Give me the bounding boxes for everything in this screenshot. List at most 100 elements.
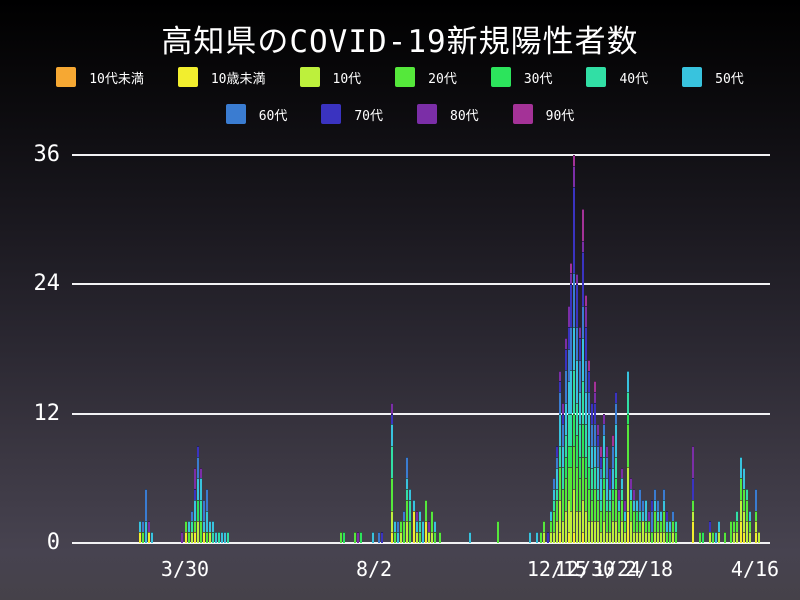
bar-segment (585, 295, 587, 306)
legend-item-4[interactable]: 30代 (490, 67, 552, 87)
stacked-bar (148, 521, 150, 543)
stacked-bar (639, 489, 641, 543)
stacked-bar (200, 467, 202, 543)
stacked-bar (218, 532, 220, 543)
stacked-bar (409, 489, 411, 543)
bar-segment (568, 499, 570, 533)
bar-segment (736, 510, 738, 522)
bar-segment (200, 467, 202, 479)
stacked-bar (591, 402, 593, 543)
legend-item-3[interactable]: 20代 (395, 67, 457, 87)
bar-segment (699, 532, 701, 543)
bar-segment (740, 478, 742, 500)
bar-segment (594, 392, 596, 403)
bar-segment (582, 338, 584, 382)
bar-segment (588, 445, 590, 468)
stacked-bar (669, 521, 671, 543)
bar-segment (570, 445, 572, 468)
bar-segment (594, 445, 596, 468)
legend-swatch-icon (321, 104, 342, 124)
y-axis-tick-label: 36 (33, 141, 61, 167)
bar-segment (606, 532, 608, 543)
bar-segment (582, 456, 584, 500)
bar-segment (645, 499, 647, 522)
legend-item-10[interactable]: 90代 (512, 104, 574, 124)
bar-segment (618, 532, 620, 543)
bar-segment (547, 532, 549, 543)
stacked-bar (654, 489, 656, 543)
bar-segment (639, 510, 641, 522)
stacked-bar (582, 208, 584, 543)
legend-label: 20代 (428, 71, 457, 87)
bar-segment (594, 521, 596, 543)
legend-swatch-icon (177, 67, 198, 87)
x-axis-tick-label: 12/15 (526, 557, 588, 581)
bar-segment (553, 478, 555, 490)
bar-segment (151, 532, 153, 543)
stacked-bar (630, 478, 632, 543)
bar-segment (627, 392, 629, 414)
bar-segment (597, 489, 599, 500)
legend-item-5[interactable]: 40代 (586, 67, 648, 87)
bar-segment (618, 489, 620, 500)
bar-segment (434, 521, 436, 533)
bar-segment (627, 424, 629, 468)
bar-segment (406, 521, 408, 543)
bar-segment (657, 532, 659, 543)
bar-segment (403, 521, 405, 543)
bar-segment (621, 489, 623, 500)
stacked-bar (642, 499, 644, 543)
bar-segment (360, 532, 362, 543)
bar-segment (743, 510, 745, 533)
legend-item-2[interactable]: 10代 (299, 67, 361, 87)
bar-segment (621, 499, 623, 522)
legend-item-8[interactable]: 70代 (321, 104, 383, 124)
bar-segment (582, 499, 584, 533)
bar-segment (391, 413, 393, 425)
stacked-bar (381, 532, 383, 543)
bar-segment (212, 521, 214, 533)
stacked-bar (627, 370, 629, 543)
legend-item-1[interactable]: 10歳未満 (177, 67, 266, 87)
bar-segment (209, 521, 211, 533)
x-axis-tick-label: 2/18 (624, 557, 674, 581)
bar-segment (565, 435, 567, 457)
stacked-bar (340, 532, 342, 543)
bar-segment (660, 510, 662, 522)
stacked-bar (702, 532, 704, 543)
stacked-bar (406, 456, 408, 543)
bar-segment (636, 499, 638, 511)
bar-segment (391, 424, 393, 446)
bar-segment (675, 521, 677, 533)
stacked-bar (151, 532, 153, 543)
stacked-bar (397, 521, 399, 543)
bar-segment (642, 499, 644, 511)
stacked-bar (439, 532, 441, 543)
stacked-bar (712, 532, 714, 543)
bar-segment (612, 445, 614, 468)
legend-item-7[interactable]: 60代 (225, 104, 287, 124)
stacked-bar (588, 359, 590, 543)
legend-swatch-icon (417, 104, 437, 124)
legend-item-6[interactable]: 50代 (682, 67, 744, 87)
bar-segment (672, 521, 674, 533)
stacked-bar (372, 532, 374, 543)
stacked-bar (391, 402, 393, 543)
legend-swatch-icon (512, 104, 533, 124)
bar-segment (576, 273, 578, 285)
bar-segment (559, 413, 561, 446)
stacked-bar (597, 424, 599, 543)
stacked-bar (394, 521, 396, 543)
bar-segment (588, 467, 590, 490)
bar-segment (203, 532, 205, 543)
legend-item-9[interactable]: 80代 (417, 104, 479, 124)
bar-segment (615, 489, 617, 522)
legend-item-0[interactable]: 10代未満 (56, 67, 144, 87)
bar-segment (406, 478, 408, 490)
bar-segment (197, 478, 199, 500)
stacked-bar (603, 413, 605, 543)
bar-segment (600, 445, 602, 457)
bar-segment (755, 532, 757, 543)
bar-segment (357, 532, 359, 543)
